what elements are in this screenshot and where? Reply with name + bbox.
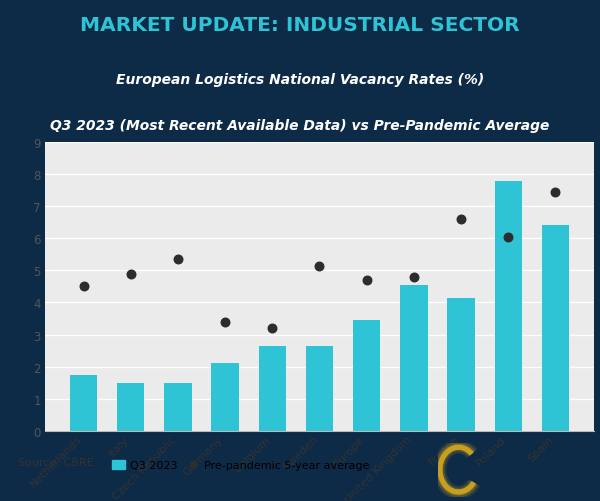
Point (79, 283, 88, 291)
Point (268, 325, 277, 333)
Point (173, 256, 183, 264)
Text: Q3 2023 (Most Recent Available Data) vs Pre-Pandemic Average: Q3 2023 (Most Recent Available Data) vs … (50, 119, 550, 133)
Bar (306, 346, 333, 431)
Bar (70, 375, 97, 431)
Point (220, 318, 230, 326)
Bar (400, 285, 428, 431)
Point (362, 277, 371, 285)
Text: VersusCapital: VersusCapital (483, 462, 579, 475)
Point (456, 215, 466, 223)
Bar (164, 383, 191, 431)
Point (503, 233, 513, 241)
Bar (494, 181, 522, 431)
Bar (353, 321, 380, 431)
Point (551, 188, 560, 196)
Text: European Logistics National Vacancy Rates (%): European Logistics National Vacancy Rate… (116, 73, 484, 87)
Bar (542, 226, 569, 431)
Bar (117, 383, 145, 431)
Text: MARKET UPDATE: INDUSTRIAL SECTOR: MARKET UPDATE: INDUSTRIAL SECTOR (80, 16, 520, 35)
Text: Source: CBRE: Source: CBRE (18, 457, 94, 467)
Point (314, 262, 324, 270)
Bar (259, 346, 286, 431)
Point (126, 270, 136, 278)
Bar (211, 364, 239, 431)
Point (409, 273, 419, 281)
Bar (448, 298, 475, 431)
Legend: Q3 2023, Pre-pandemic 5-year average: Q3 2023, Pre-pandemic 5-year average (107, 455, 374, 475)
